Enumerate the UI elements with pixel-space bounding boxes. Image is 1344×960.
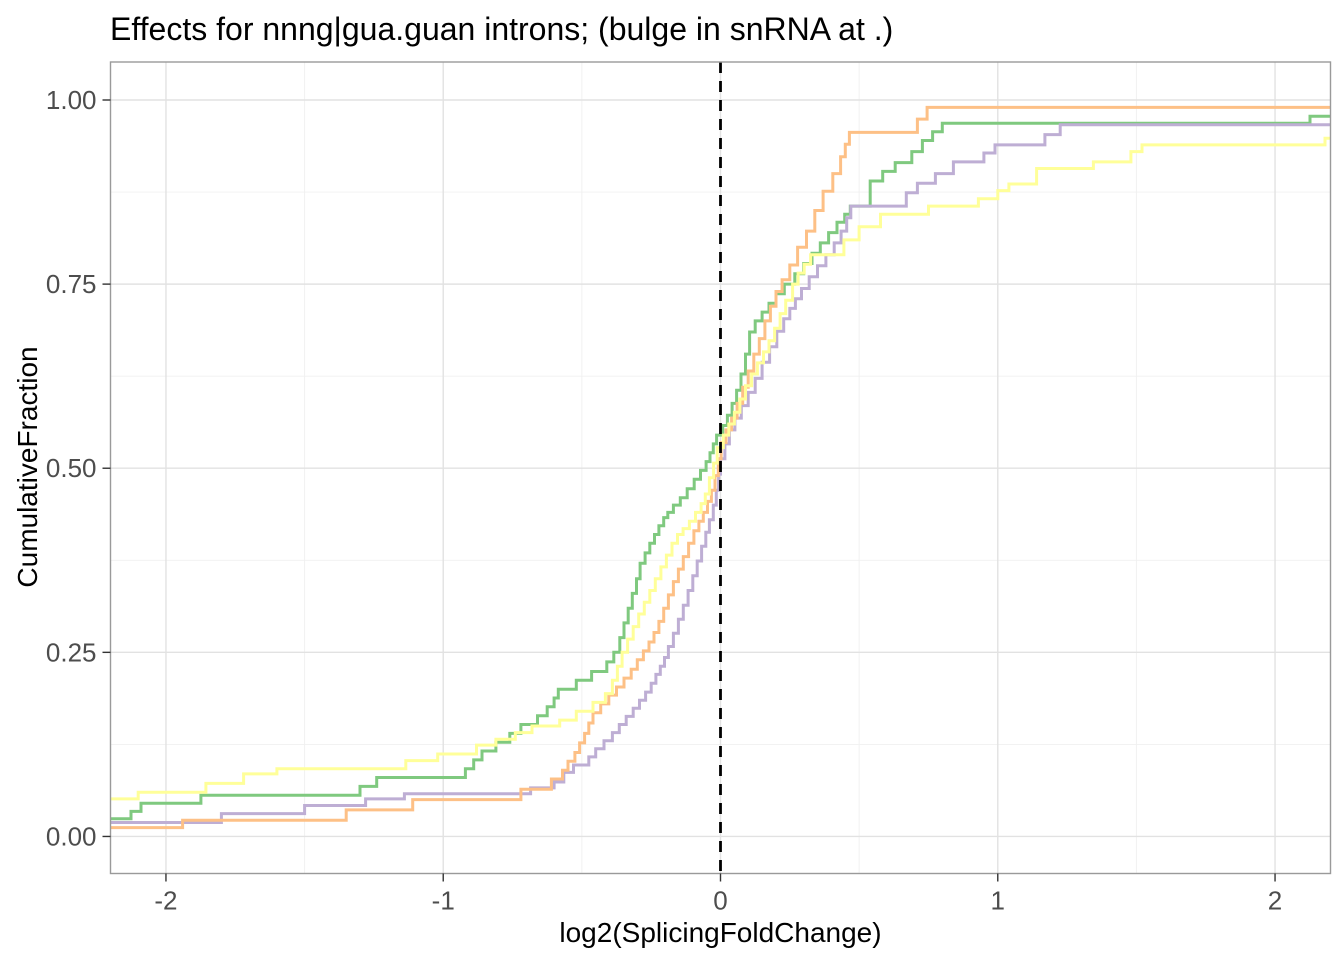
x-tick-label: -1 bbox=[432, 886, 455, 916]
y-tick-label: 0.50 bbox=[46, 453, 97, 483]
x-axis-title: log2(SplicingFoldChange) bbox=[559, 917, 882, 948]
y-tick-label: 1.00 bbox=[46, 85, 97, 115]
x-tick-label: -2 bbox=[154, 886, 177, 916]
x-tick-label: 2 bbox=[1268, 886, 1282, 916]
x-tick-label: 0 bbox=[713, 886, 727, 916]
y-tick-label: 0.25 bbox=[46, 637, 97, 667]
y-tick-label: 0.75 bbox=[46, 269, 97, 299]
ecdf-curve-orange bbox=[110, 105, 1331, 830]
plot-title: Effects for nnng|gua.guan introns; (bulg… bbox=[110, 11, 894, 47]
x-tick-label: 1 bbox=[991, 886, 1005, 916]
y-axis-title: CumulativeFraction bbox=[12, 346, 43, 588]
ecdf-curve-purple bbox=[110, 123, 1331, 824]
ecdf-curve-yellow bbox=[110, 136, 1331, 801]
y-tick-label: 0.00 bbox=[46, 821, 97, 851]
